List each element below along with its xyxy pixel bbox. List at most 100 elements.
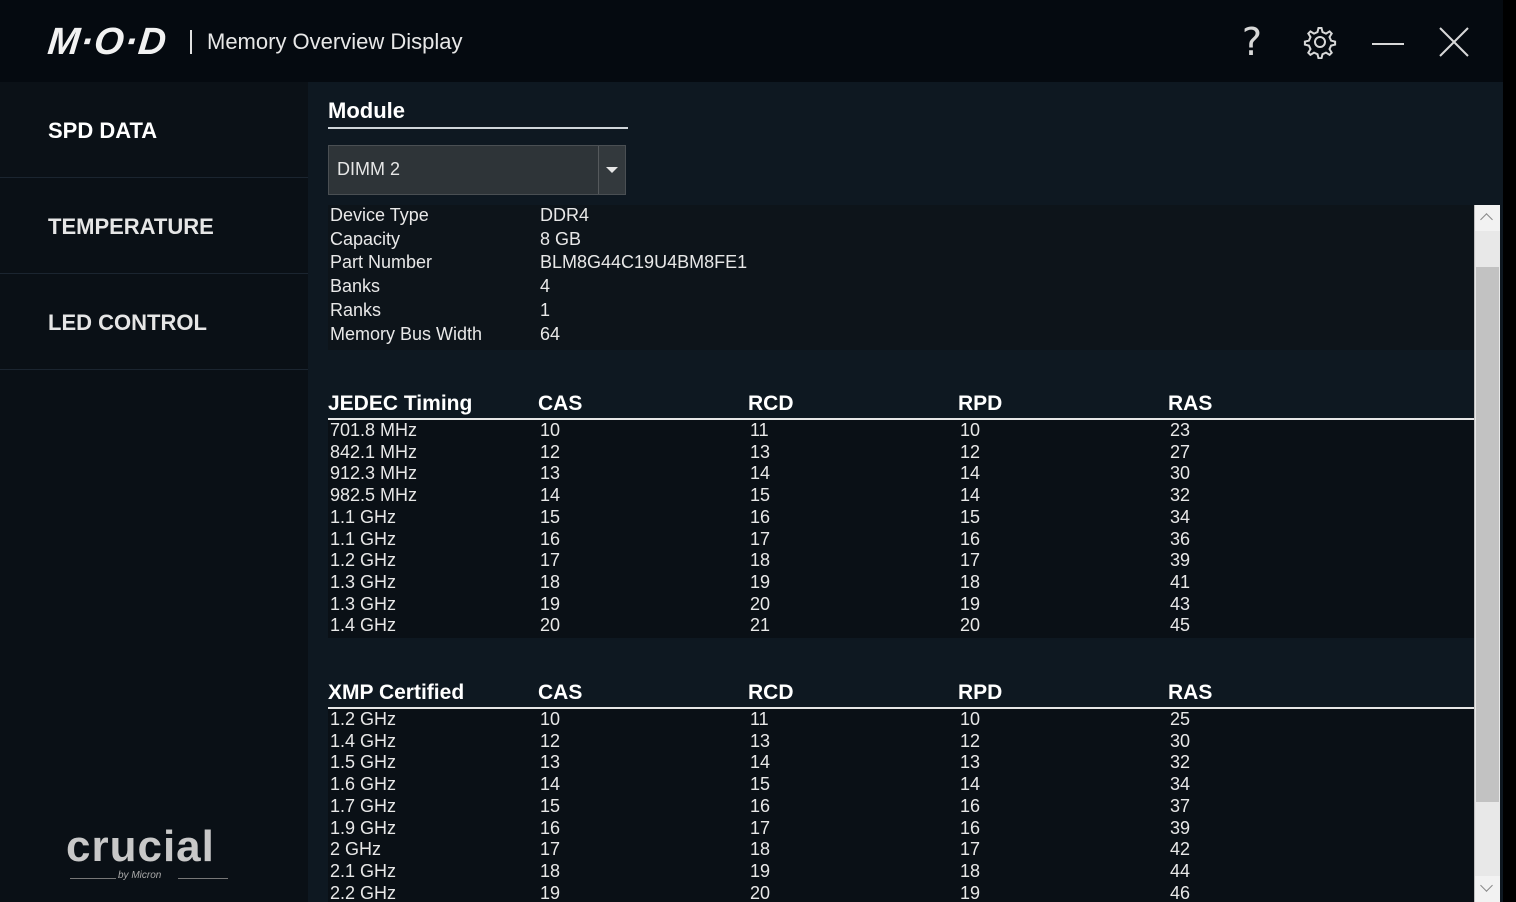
close-icon bbox=[1439, 27, 1469, 57]
table-cell: 17 bbox=[750, 817, 771, 838]
table-cell: 23 bbox=[1170, 420, 1191, 440]
table-cell: 19 bbox=[750, 860, 771, 881]
table-cell: 19 bbox=[960, 882, 981, 902]
table-cell: 15 bbox=[750, 774, 771, 795]
table-cell: 14 bbox=[750, 752, 771, 773]
sidebar-item-temperature[interactable]: TEMPERATURE bbox=[0, 178, 308, 274]
table-row: 912.3 MHz 13 14 14 30 bbox=[328, 463, 1474, 485]
table-cell: 1.5 GHz bbox=[330, 752, 397, 773]
table-row: 842.1 MHz 12 13 12 27 bbox=[328, 442, 1474, 464]
table-cell: 15 bbox=[750, 485, 771, 506]
sidebar-item-label: SPD DATA bbox=[48, 118, 158, 143]
table-cell: 39 bbox=[1170, 817, 1191, 838]
table-body: 701.8 MHz 10 11 10 23 842.1 MHz 12 13 12 27 912.3 … bbox=[328, 420, 1474, 638]
table-cell: 11 bbox=[750, 709, 769, 729]
table-row: 1.2 GHz 17 18 17 39 bbox=[328, 550, 1474, 572]
column-header: CAS bbox=[538, 681, 583, 704]
info-value: 4 bbox=[540, 276, 551, 296]
scroll-up-icon[interactable] bbox=[1475, 205, 1500, 231]
brand-line-right bbox=[178, 878, 228, 879]
table-cell: 17 bbox=[540, 839, 561, 860]
title-separator bbox=[190, 30, 192, 54]
info-value: 1 bbox=[540, 300, 551, 320]
table-cell: 17 bbox=[750, 528, 771, 549]
info-value: 64 bbox=[540, 324, 561, 344]
table-cell: 13 bbox=[960, 752, 981, 773]
close-button[interactable] bbox=[1434, 22, 1474, 62]
table-cell: 42 bbox=[1170, 839, 1191, 860]
info-label: Part Number bbox=[330, 252, 433, 272]
help-icon: ? bbox=[1241, 20, 1263, 64]
table-cell: 34 bbox=[1170, 774, 1191, 795]
table-cell: 1.6 GHz bbox=[330, 774, 397, 795]
table-cell: 2.1 GHz bbox=[330, 860, 397, 881]
info-value: BLM8G44C19U4BM8FE1 bbox=[540, 252, 748, 272]
table-cell: 16 bbox=[960, 795, 981, 816]
table-row: 2.2 GHz 19 20 19 46 bbox=[328, 883, 1474, 902]
module-select[interactable]: DIMM 2 bbox=[328, 145, 626, 195]
table-row: 2.1 GHz 18 19 18 44 bbox=[328, 861, 1474, 883]
table-cell: 14 bbox=[960, 485, 981, 506]
table-cell: 12 bbox=[540, 441, 561, 462]
table-cell: 37 bbox=[1170, 795, 1191, 816]
table-cell: 27 bbox=[1170, 441, 1191, 462]
table-cell: 15 bbox=[540, 795, 561, 816]
sidebar-item-label: LED CONTROL bbox=[48, 310, 207, 335]
table-header: JEDEC Timing CAS RCD RPD RAS bbox=[328, 392, 1474, 420]
crucial-logo: crucial by Micron bbox=[66, 822, 236, 882]
table-cell: 2 GHz bbox=[330, 839, 382, 860]
minimize-button[interactable] bbox=[1368, 22, 1408, 62]
module-heading: Module bbox=[328, 98, 405, 123]
table-cell: 18 bbox=[540, 860, 561, 881]
help-button[interactable]: ? bbox=[1232, 20, 1272, 64]
column-header: JEDEC Timing bbox=[328, 392, 473, 415]
table-cell: 10 bbox=[960, 420, 981, 440]
settings-button[interactable] bbox=[1300, 22, 1340, 62]
sidebar-item-spd-data[interactable]: SPD DATA bbox=[0, 82, 308, 178]
table-cell: 1.3 GHz bbox=[330, 593, 397, 614]
table-row: 982.5 MHz 14 15 14 32 bbox=[328, 485, 1474, 507]
table-cell: 982.5 MHz bbox=[330, 485, 418, 506]
table-cell: 1.2 GHz bbox=[330, 550, 397, 571]
table-cell: 701.8 MHz bbox=[330, 420, 418, 440]
table-cell: 842.1 MHz bbox=[330, 441, 418, 462]
brand-line-left bbox=[70, 878, 116, 879]
table-cell: 20 bbox=[960, 615, 981, 636]
table-cell: 14 bbox=[540, 485, 561, 506]
table-cell: 12 bbox=[960, 730, 981, 751]
table-cell: 1.9 GHz bbox=[330, 817, 397, 838]
scroll-down-icon[interactable] bbox=[1475, 876, 1500, 902]
table-cell: 13 bbox=[750, 441, 771, 462]
table-cell: 30 bbox=[1170, 463, 1191, 484]
scrollbar-thumb[interactable] bbox=[1476, 267, 1499, 802]
spd-scroll-area: Device Type DDR4 Capacity 8 GB Part Numb… bbox=[308, 205, 1474, 902]
info-label: Memory Bus Width bbox=[330, 324, 483, 344]
table-cell: 17 bbox=[960, 839, 981, 860]
table-cell: 19 bbox=[540, 593, 561, 614]
vertical-scrollbar[interactable] bbox=[1474, 205, 1500, 902]
table-cell: 32 bbox=[1170, 485, 1191, 506]
table-cell: 15 bbox=[540, 506, 561, 527]
table-cell: 1.2 GHz bbox=[330, 709, 397, 729]
table-row: 1.4 GHz 20 21 20 45 bbox=[328, 615, 1474, 637]
table-cell: 14 bbox=[750, 463, 771, 484]
table-cell: 19 bbox=[540, 882, 561, 902]
brand-name: crucial bbox=[66, 822, 215, 871]
table-cell: 36 bbox=[1170, 528, 1191, 549]
table-row: 1.4 GHz 12 13 12 30 bbox=[328, 731, 1474, 753]
sidebar: SPD DATA TEMPERATURE LED CONTROL crucial… bbox=[0, 82, 308, 902]
table-cell: 12 bbox=[540, 730, 561, 751]
table-cell: 16 bbox=[960, 528, 981, 549]
table-cell: 15 bbox=[960, 506, 981, 527]
info-value: 8 GB bbox=[540, 229, 582, 249]
table-row: 1.5 GHz 13 14 13 32 bbox=[328, 752, 1474, 774]
module-heading-underline bbox=[328, 127, 628, 129]
chevron-down-icon[interactable] bbox=[598, 146, 625, 194]
table-cell: 34 bbox=[1170, 506, 1191, 527]
sidebar-item-led-control[interactable]: LED CONTROL bbox=[0, 274, 308, 370]
info-label: Ranks bbox=[330, 300, 382, 320]
gear-icon bbox=[1303, 27, 1337, 59]
table-cell: 17 bbox=[960, 550, 981, 571]
table-cell: 17 bbox=[540, 550, 561, 571]
